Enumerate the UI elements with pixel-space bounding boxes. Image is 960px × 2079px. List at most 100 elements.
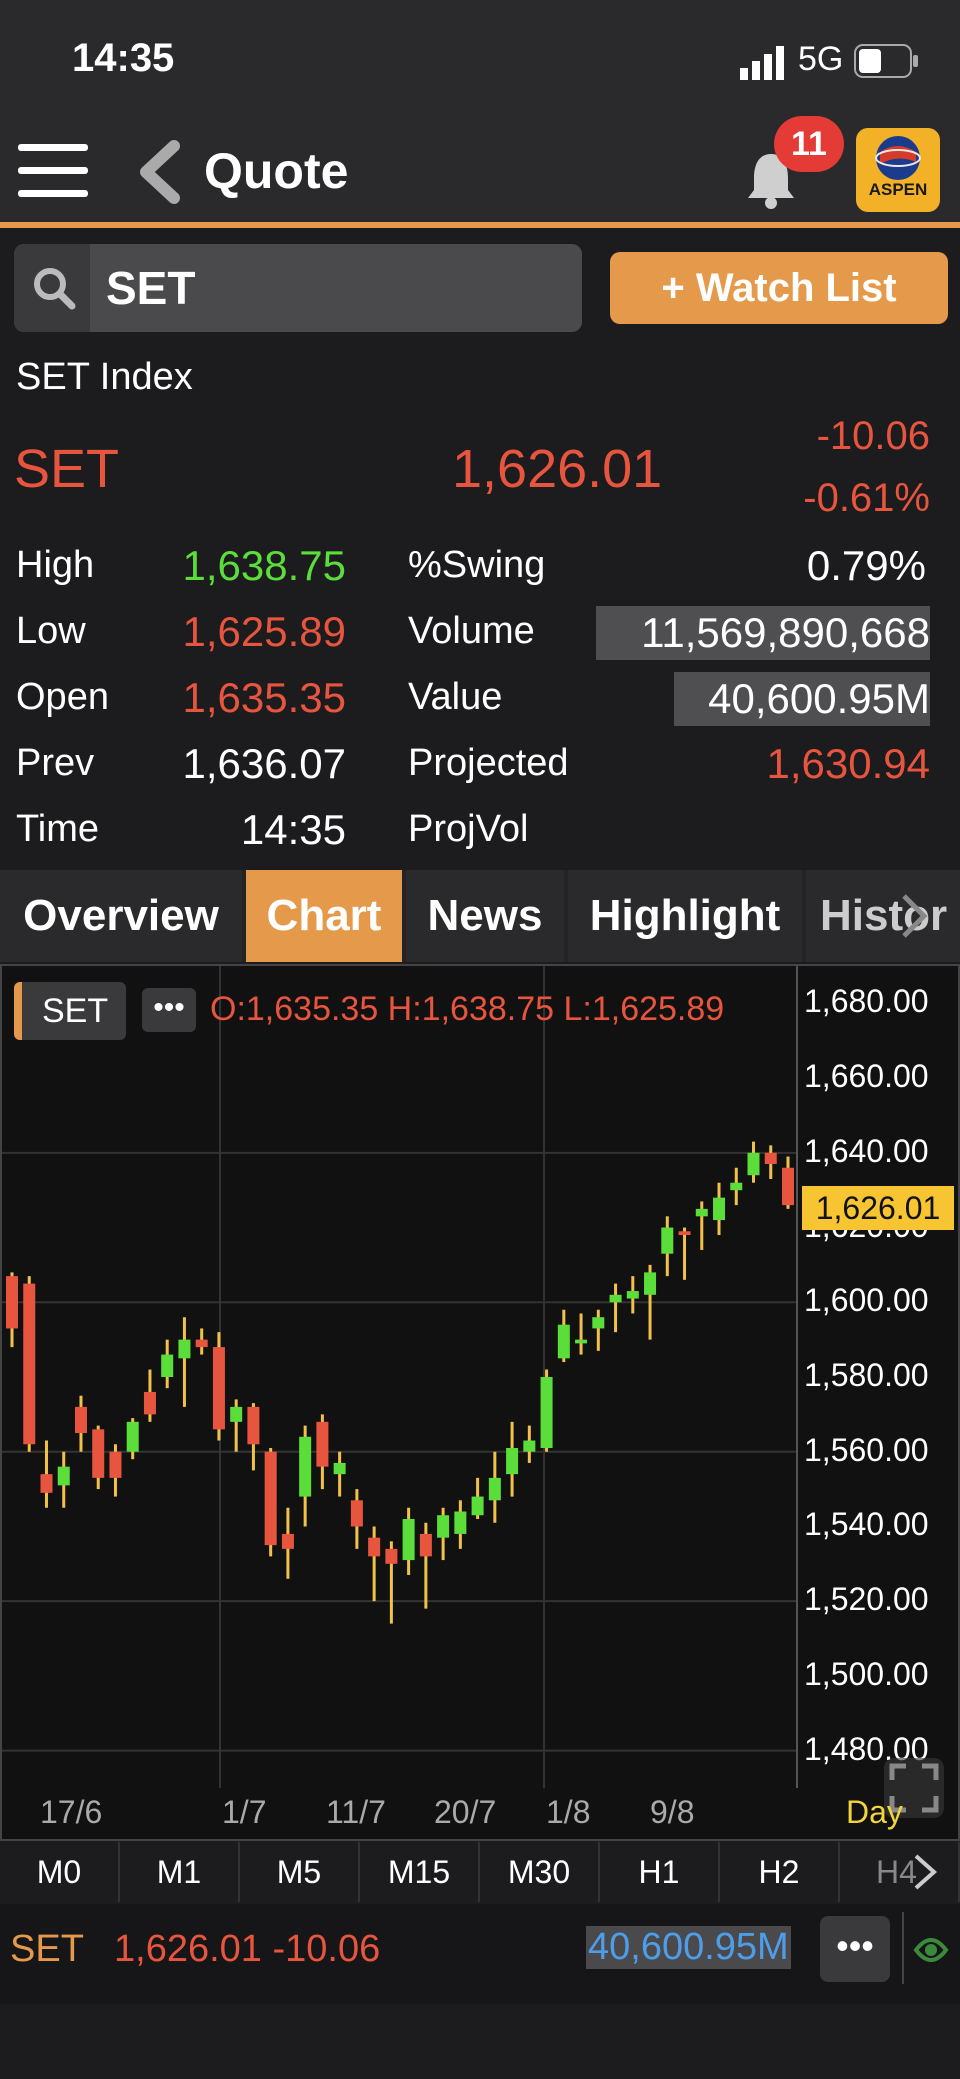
value-label: Value [408, 676, 503, 718]
quote-tabs: Overview Chart News Highlight Histor [0, 870, 960, 962]
status-time: 14:35 [72, 36, 175, 80]
connection-icon [913, 1938, 949, 1962]
candle-body [57, 1466, 70, 1486]
last-price-marker: 1,626.01 [802, 1186, 954, 1230]
candle-body [575, 1339, 588, 1344]
notification-badge[interactable]: 11 [774, 116, 844, 172]
candle-body [506, 1447, 519, 1475]
timeframe-m30[interactable]: M30 [480, 1842, 600, 1902]
candle-body [350, 1500, 363, 1527]
chart-panel [0, 964, 960, 1841]
candlestick-chart[interactable] [2, 966, 798, 1788]
date-tick: 9/8 [650, 1794, 695, 1830]
search-input[interactable] [106, 244, 566, 332]
globe-icon [875, 136, 921, 180]
candle-body [247, 1406, 260, 1445]
candle-body [230, 1406, 243, 1422]
candle-body [281, 1533, 294, 1549]
menu-icon[interactable] [18, 144, 88, 213]
prev-value: 1,636.07 [182, 740, 347, 787]
tab-history[interactable]: Histor [806, 870, 960, 962]
candle-body [264, 1451, 277, 1546]
fullscreen-icon[interactable] [884, 1758, 944, 1818]
ticker-divider [902, 1912, 904, 1984]
price-tick: 1,680.00 [804, 983, 929, 1020]
price-tick: 1,560.00 [804, 1431, 929, 1468]
candle-body [109, 1451, 122, 1478]
candle-body [454, 1511, 467, 1534]
candle-body [713, 1197, 726, 1221]
candle-body [40, 1474, 53, 1493]
price-tick: 1,600.00 [804, 1282, 929, 1319]
traded-value: 40,600.95M [674, 672, 930, 726]
tab-chart[interactable]: Chart [246, 870, 402, 962]
candle-body [540, 1377, 553, 1448]
chart-more-icon[interactable]: ••• [142, 988, 196, 1032]
ticker-value: 40,600.95M [586, 1926, 791, 1969]
high-value: 1,638.75 [182, 542, 347, 589]
candle-body [385, 1548, 398, 1564]
interval-label[interactable]: Day [846, 1794, 903, 1830]
volume-label: Volume [408, 610, 535, 652]
projected-label: Projected [408, 742, 569, 784]
price-change: -10.06 [816, 414, 930, 458]
timeframe-m5[interactable]: M5 [240, 1842, 360, 1902]
candle-body [747, 1152, 760, 1176]
last-price: 1,626.01 [452, 439, 663, 499]
ticker-symbol[interactable]: SET [10, 1928, 84, 1970]
symbol-search[interactable] [14, 244, 582, 332]
candle-body [161, 1354, 174, 1377]
timeframe-chevron-icon[interactable] [910, 1854, 940, 1890]
candle-body [299, 1436, 312, 1497]
candle-body [609, 1294, 622, 1303]
page-title: Quote [204, 143, 349, 199]
timeframe-m15[interactable]: M15 [360, 1842, 480, 1902]
candle-body [678, 1231, 691, 1236]
candle-body [523, 1440, 536, 1452]
candle-body [557, 1324, 570, 1359]
tab-overview[interactable]: Overview [0, 870, 242, 962]
chart-symbol-chip[interactable]: SET [14, 982, 126, 1040]
back-chevron-icon[interactable] [134, 140, 184, 204]
aspen-logo[interactable]: ASPEN [856, 128, 940, 212]
timeframe-m1[interactable]: M1 [120, 1842, 240, 1902]
swing-value: 0.79% [806, 542, 926, 589]
brand-label: ASPEN [868, 180, 928, 199]
candle-body [178, 1339, 191, 1359]
price-tick: 1,540.00 [804, 1506, 929, 1543]
watch-list-button[interactable]: + Watch List [610, 252, 948, 324]
candle-body [316, 1421, 329, 1467]
timeframe-h2[interactable]: H2 [720, 1842, 840, 1902]
date-tick: 1/8 [546, 1794, 591, 1830]
candle-body [74, 1406, 87, 1434]
timeframe-h4[interactable]: H4 [840, 1842, 960, 1902]
candle-body [126, 1421, 139, 1452]
timeframe-h1[interactable]: H1 [600, 1842, 720, 1902]
date-tick: 1/7 [222, 1794, 267, 1830]
bottom-ticker [0, 1904, 960, 2004]
candle-body [212, 1347, 225, 1430]
ticker-price: 1,626.01 -10.06 [114, 1928, 381, 1970]
candle-body [23, 1283, 36, 1445]
prev-label: Prev [16, 742, 95, 784]
volume-value: 11,569,890,668 [596, 606, 930, 660]
candle-body [437, 1515, 450, 1538]
candle-body [764, 1152, 777, 1165]
candle-body [782, 1167, 794, 1206]
chevron-right-icon[interactable] [896, 892, 932, 940]
ticker-more-icon[interactable]: ••• [820, 1916, 890, 1982]
candle-body [92, 1429, 105, 1478]
date-tick: 20/7 [434, 1794, 497, 1830]
date-tick: 17/6 [40, 1794, 103, 1830]
timeframe-m0[interactable]: M0 [0, 1842, 120, 1902]
price-tick: 1,580.00 [804, 1357, 929, 1393]
tab-highlight[interactable]: Highlight [568, 870, 802, 962]
candle-body [626, 1291, 639, 1299]
low-value: 1,625.89 [182, 608, 347, 655]
candle-body [471, 1496, 484, 1516]
ohlc-readout: O:1,635.35 H:1,638.75 L:1,625.89 [210, 990, 725, 1028]
tab-news[interactable]: News [406, 870, 564, 962]
network-label: 5G [798, 40, 844, 78]
open-value: 1,635.35 [182, 674, 347, 721]
candle-body [592, 1317, 605, 1329]
